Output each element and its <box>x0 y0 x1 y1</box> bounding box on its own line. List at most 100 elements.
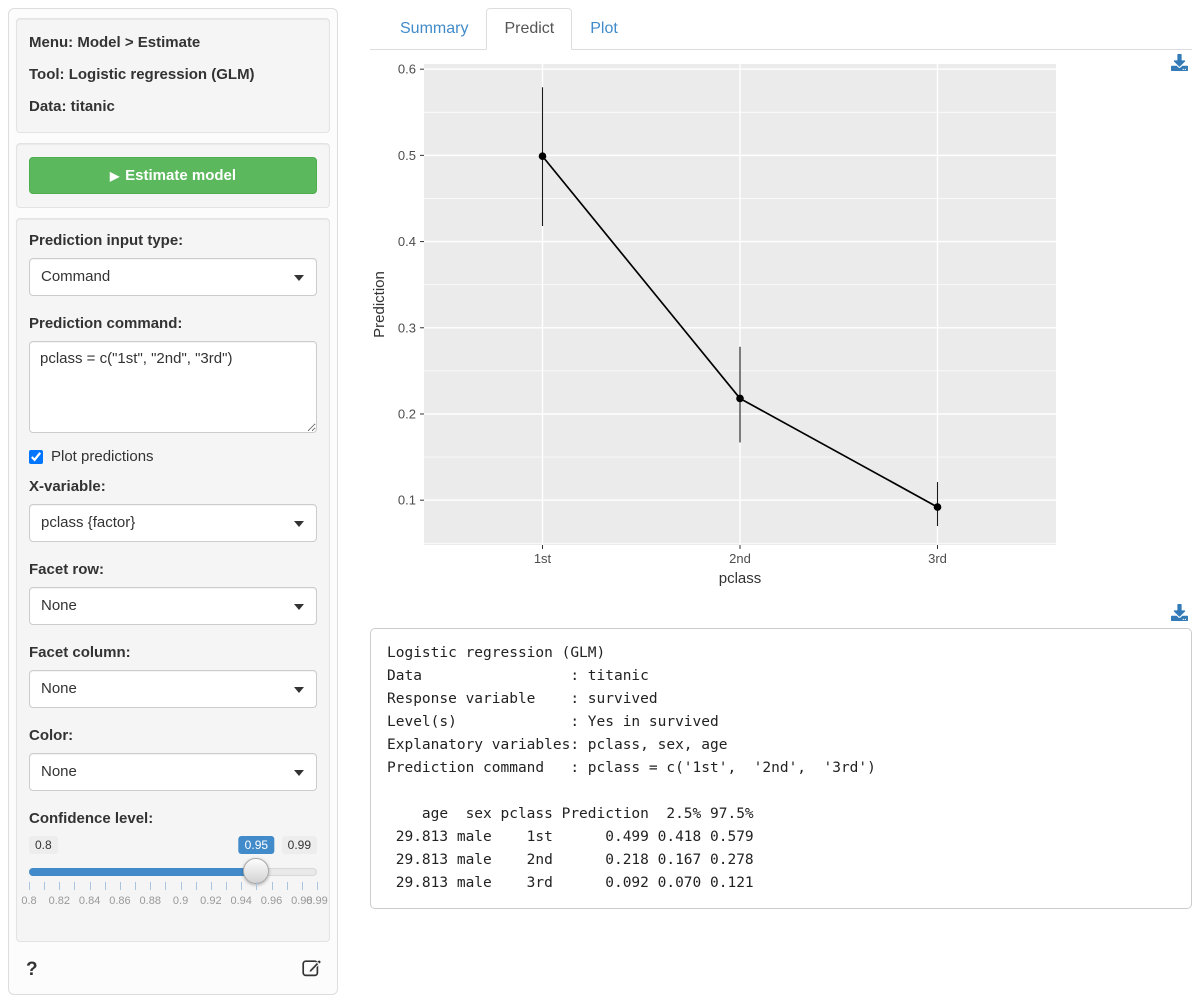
tab-predict[interactable]: Predict <box>486 8 573 50</box>
download-output-icon[interactable] <box>1171 604 1188 626</box>
slider-tick <box>119 882 121 890</box>
slider-handle[interactable] <box>243 858 270 884</box>
svg-text:Prediction: Prediction <box>371 271 388 338</box>
slider-tick <box>286 882 288 890</box>
input-type-select[interactable]: Command <box>29 258 317 296</box>
estimate-panel: ▶ Estimate model <box>16 143 330 208</box>
facet-row-value: None <box>41 597 77 614</box>
slider-tick-label: 0.99 <box>306 895 328 907</box>
slider-tick-label: 0.96 <box>260 895 283 907</box>
slider-tick-label: 0.82 <box>48 895 71 907</box>
slider-tick <box>301 882 303 890</box>
slider-tick <box>210 882 212 890</box>
color-value: None <box>41 763 77 780</box>
facet-column-value: None <box>41 680 77 697</box>
tab-summary[interactable]: Summary <box>400 20 469 37</box>
slider-grid: 0.8 0.82 0.84 0.86 0.88 0.9 0.92 0.94 0.96 0.98 0.… <box>21 882 328 912</box>
slider-tick <box>29 882 30 890</box>
slider-tick <box>226 882 228 890</box>
slider-tick <box>104 882 106 890</box>
facet-row-select[interactable]: None <box>29 587 317 625</box>
prediction-chart: 0.1 0.2 0.3 0.4 0.5 0.6 1st 2nd 3rd Prediction pcl… <box>370 52 1192 597</box>
help-icon[interactable]: ? <box>26 959 38 980</box>
xvar-select[interactable]: pclass {factor} <box>29 504 317 542</box>
color-label: Color: <box>29 727 74 744</box>
chevron-down-icon <box>294 687 304 693</box>
output-text: Logistic regression (GLM) Data : titanic… <box>387 645 876 891</box>
slider-tick <box>74 882 76 890</box>
confidence-level-slider: 0.8 0.99 0.95 0.8 0.82 0.84 0.86 0.88 0.9 0.92… <box>21 836 328 928</box>
prediction-plot-section: 0.1 0.2 0.3 0.4 0.5 0.6 1st 2nd 3rd Prediction pcl… <box>370 52 1192 604</box>
chevron-down-icon <box>294 604 304 610</box>
slider-tick-label: 0.92 <box>200 895 222 907</box>
facet-column-label: Facet column: <box>29 644 131 661</box>
slider-tick <box>195 882 197 890</box>
plot-predictions-checkbox[interactable] <box>29 449 43 464</box>
svg-text:0.2: 0.2 <box>398 406 416 421</box>
input-type-label: Prediction input type: <box>29 232 184 249</box>
plot-predictions-label: Plot predictions <box>51 448 154 465</box>
xvar-label: X-variable: <box>29 478 106 495</box>
plot-predictions-row[interactable]: Plot predictions <box>29 448 317 465</box>
sidebar: Menu: Model > Estimate Tool: Logistic re… <box>8 8 338 995</box>
svg-text:0.6: 0.6 <box>398 62 416 77</box>
svg-text:0.4: 0.4 <box>398 234 416 249</box>
slider-fill <box>29 868 257 876</box>
prediction-plot-svg: 0.1 0.2 0.3 0.4 0.5 0.6 1st 2nd 3rd Prediction pcl… <box>371 62 1056 587</box>
slider-tick <box>165 882 167 890</box>
menu-breadcrumb: Menu: Model > Estimate <box>29 34 201 51</box>
svg-text:pclass: pclass <box>719 570 762 587</box>
prediction-command-input[interactable]: pclass = c("1st", "2nd", "3rd") <box>29 341 317 433</box>
sidebar-footer: ? <box>16 955 330 985</box>
chevron-down-icon <box>294 521 304 527</box>
svg-text:3rd: 3rd <box>928 551 947 566</box>
chevron-down-icon <box>294 275 304 281</box>
estimate-model-label: Estimate model <box>125 167 237 184</box>
slider-tick-label: 0.84 <box>78 895 101 907</box>
slider-tick <box>44 882 46 890</box>
slider-min-badge: 0.8 <box>29 836 58 854</box>
facet-row-label: Facet row: <box>29 561 105 578</box>
chevron-down-icon <box>294 770 304 776</box>
slider-tick-label: 0.8 <box>21 895 37 907</box>
svg-text:0.3: 0.3 <box>398 320 416 335</box>
slider-tick-label: 0.86 <box>109 895 131 907</box>
slider-tick-label: 0.98 <box>291 895 313 907</box>
output-icon-row <box>370 604 1192 626</box>
input-type-value: Command <box>41 268 111 285</box>
prediction-controls-panel: Prediction input type: Command Predictio… <box>16 218 330 942</box>
xvar-value: pclass {factor} <box>41 514 136 531</box>
model-info-panel: Menu: Model > Estimate Tool: Logistic re… <box>16 18 330 133</box>
color-select[interactable]: None <box>29 753 317 791</box>
slider-tick <box>150 882 152 890</box>
slider-tick <box>89 882 91 890</box>
slider-tick-label: 0.88 <box>139 895 161 907</box>
svg-text:0.1: 0.1 <box>398 493 416 508</box>
svg-text:2nd: 2nd <box>729 551 751 566</box>
slider-value-badge: 0.95 <box>238 836 275 854</box>
slider-tick-label: 0.9 <box>172 895 189 907</box>
slider-tick <box>271 882 273 890</box>
slider-tick <box>317 882 318 890</box>
edit-report-icon[interactable] <box>301 957 322 983</box>
prediction-command-label: Prediction command: <box>29 315 183 332</box>
slider-tick <box>180 882 182 890</box>
svg-text:0.5: 0.5 <box>398 148 416 163</box>
download-plot-icon[interactable] <box>1171 54 1188 76</box>
tab-plot[interactable]: Plot <box>590 20 618 37</box>
slider-tick <box>256 882 258 890</box>
dataset-name: Data: titanic <box>29 98 115 115</box>
slider-tick <box>59 882 61 890</box>
main-panel: Summary Predict Plot 0.1 0.2 0.3 0.4 0.5 0.6 1st… <box>370 8 1192 909</box>
slider-tick <box>135 882 137 890</box>
facet-column-select[interactable]: None <box>29 670 317 708</box>
tool-name: Tool: Logistic regression (GLM) <box>29 66 255 83</box>
tab-bar: Summary Predict Plot <box>370 8 1192 50</box>
estimate-model-button[interactable]: ▶ Estimate model <box>29 157 317 194</box>
slider-max-badge: 0.99 <box>281 836 317 854</box>
slider-tick-label: 0.94 <box>230 895 252 907</box>
svg-text:1st: 1st <box>534 551 552 566</box>
slider-tick <box>241 882 243 890</box>
confidence-level-label: Confidence level: <box>29 810 154 827</box>
